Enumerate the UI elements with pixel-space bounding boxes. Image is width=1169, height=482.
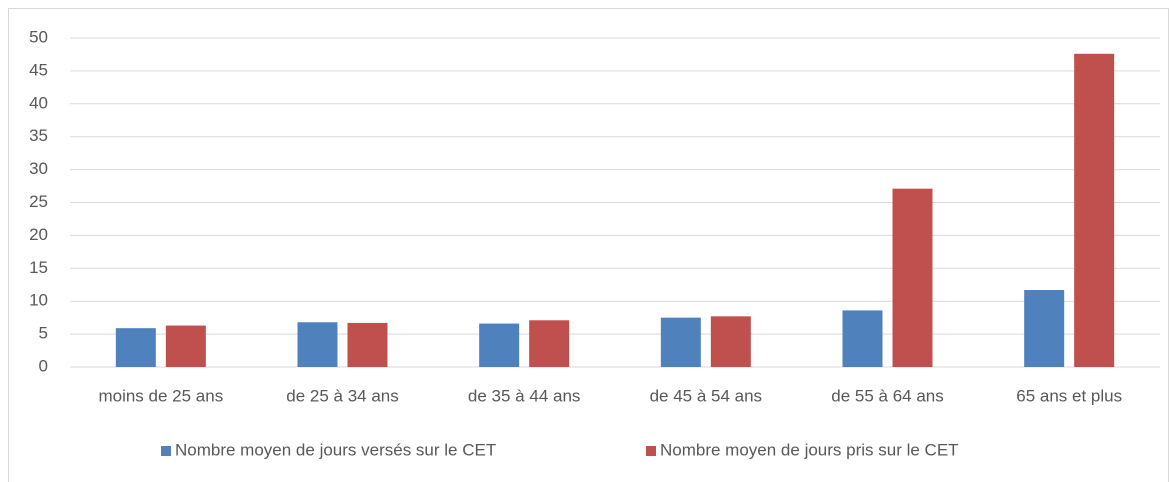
bar [710,316,751,367]
y-tick-label: 10 [29,291,48,310]
y-tick-label: 20 [29,225,48,244]
bar [165,325,206,367]
y-tick-label: 40 [29,93,48,112]
legend-swatch [161,446,171,456]
bar [347,322,388,367]
bar [115,328,156,367]
x-tick-label: moins de 25 ans [98,386,223,405]
bar [842,310,883,367]
x-tick-label: 65 ans et plus [1016,386,1122,405]
bar [892,188,933,367]
y-tick-label: 0 [39,356,48,375]
x-tick-label: de 35 à 44 ans [468,386,580,405]
y-tick-label: 35 [29,126,48,145]
legend-label: Nombre moyen de jours pris sur le CET [660,440,959,459]
x-tick-label: de 25 à 34 ans [286,386,398,405]
y-tick-label: 15 [29,258,48,277]
y-tick-label: 5 [39,324,48,343]
bar [1024,290,1065,367]
y-tick-label: 50 [29,27,48,46]
x-tick-label: de 55 à 64 ans [831,386,943,405]
legend-swatch [646,446,656,456]
bar [660,317,701,367]
chart-frame [8,8,1169,482]
y-tick-label: 30 [29,159,48,178]
bar [479,323,520,367]
bar [1074,53,1115,368]
y-tick-label: 45 [29,60,48,79]
x-tick-label: de 45 à 54 ans [650,386,762,405]
bar [529,320,570,367]
legend-label: Nombre moyen de jours versés sur le CET [175,440,496,459]
y-tick-label: 25 [29,192,48,211]
bar [297,322,338,367]
